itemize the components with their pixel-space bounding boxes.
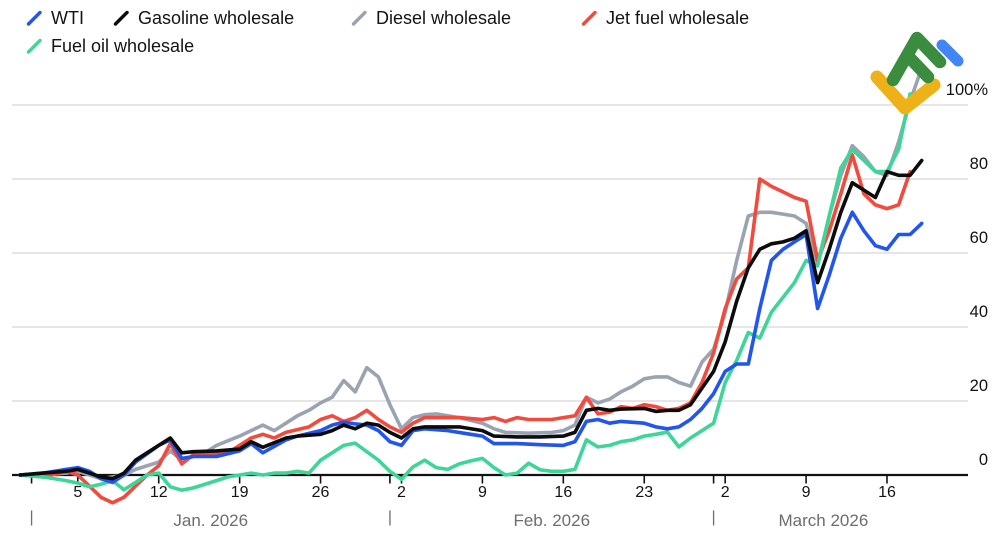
- x-tick-label: 26: [311, 484, 330, 501]
- logo-green-arm-shape: [901, 49, 935, 84]
- legend-item-label: Jet fuel wholesale: [606, 8, 750, 28]
- legend-item-label: Fuel oil wholesale: [51, 36, 195, 56]
- legend-item-diesel-wholesale[interactable]: Diesel wholesale: [350, 8, 511, 29]
- month-separator: |: [387, 509, 392, 526]
- x-tick-label: 19: [230, 484, 249, 501]
- month-label: Jan. 2026: [173, 511, 249, 530]
- legend-item-jet-fuel-wholesale[interactable]: Jet fuel wholesale: [580, 8, 749, 29]
- x-tick-label: 5: [73, 484, 83, 501]
- x-tick-label: 16: [878, 484, 896, 501]
- series-line-gasoline-wholesale: [18, 158, 924, 481]
- month-separator: |: [711, 509, 716, 526]
- month-label: Feb. 2026: [513, 511, 591, 530]
- legend-line-mark-icon: [113, 10, 129, 26]
- x-tick-label: 9: [801, 484, 811, 501]
- month-label: March 2026: [778, 511, 869, 530]
- y-tick-label: 100%: [945, 81, 988, 99]
- series-line-fuel-oil-wholesale: [18, 92, 912, 493]
- legend-item-fuel-oil-wholesale[interactable]: Fuel oil wholesale: [25, 36, 194, 57]
- x-tick-label: 12: [149, 484, 168, 501]
- x-tick-label: 23: [635, 484, 654, 501]
- series-line-jet-fuel-wholesale: [18, 153, 912, 505]
- x-tick-label: 9: [477, 484, 487, 501]
- logo-green-chevron-shape: [886, 31, 947, 87]
- y-tick-label: 0: [978, 451, 988, 469]
- legend-line-mark-icon: [581, 10, 597, 26]
- legend-line-mark-icon: [26, 38, 42, 54]
- y-tick-label: 40: [969, 303, 988, 321]
- legend-item-label: Gasoline wholesale: [138, 8, 295, 28]
- legend-item-wti[interactable]: WTI: [25, 8, 84, 29]
- x-tick-label: 2: [720, 484, 730, 501]
- brand-logo: [870, 31, 964, 115]
- y-tick-label: 20: [969, 377, 988, 395]
- x-tick-label: 2: [397, 484, 406, 501]
- legend-line-mark-icon: [351, 10, 367, 26]
- legend-line-mark-icon: [26, 10, 42, 26]
- legend-item-label: Diesel wholesale: [376, 8, 512, 28]
- month-separator: |: [29, 509, 34, 526]
- y-tick-label: 60: [969, 229, 988, 247]
- y-tick-label: 80: [969, 155, 988, 173]
- logo-yellow-check-shape: [870, 70, 941, 115]
- legend-item-label: WTI: [51, 8, 84, 28]
- series-line-wti: [18, 210, 924, 485]
- logo-blue-stroke-shape: [936, 39, 964, 67]
- legend-item-gasoline-wholesale[interactable]: Gasoline wholesale: [112, 8, 294, 29]
- x-tick-label: 16: [554, 484, 573, 501]
